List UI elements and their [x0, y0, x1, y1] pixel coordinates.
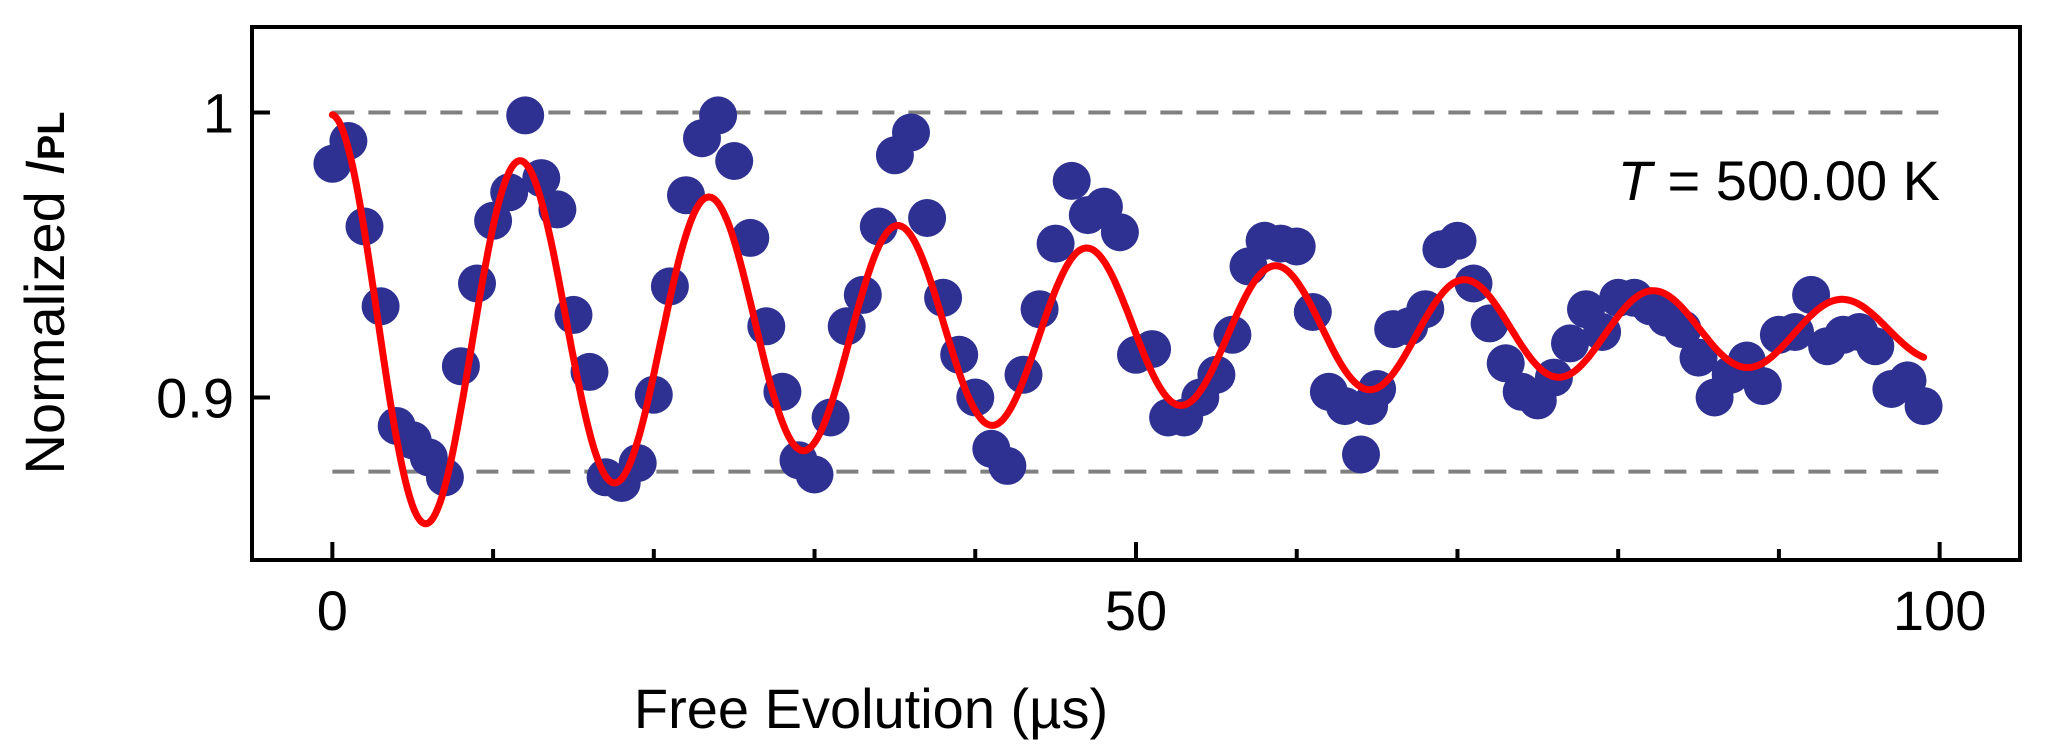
data-point [908, 199, 947, 237]
data-point [892, 113, 930, 152]
fit-layer [328, 111, 1928, 528]
data-point [988, 446, 1027, 485]
data-point [1904, 387, 1943, 426]
temperature-annotation: T = 500.00 K [1618, 149, 1940, 212]
data-point [1679, 338, 1718, 377]
data-point [715, 142, 754, 180]
data-point [1438, 221, 1477, 260]
data-point [795, 455, 834, 494]
data-point [1743, 367, 1782, 406]
data-point [1486, 344, 1525, 383]
data-point [1277, 227, 1316, 266]
data-point [1052, 161, 1091, 200]
x-tick-label: 0 [317, 579, 348, 642]
data-point [1856, 327, 1895, 366]
data-point [1342, 435, 1380, 474]
data-point [731, 218, 770, 257]
data-points [313, 96, 1943, 502]
data-point [1350, 387, 1389, 426]
data-point [1551, 324, 1589, 363]
data-point [1100, 213, 1139, 252]
fit-curve [328, 111, 1928, 528]
y-tick-label: 1 [203, 82, 234, 145]
axis-ticks: 0 50 100 0.9 1 [156, 82, 1986, 642]
data-point [441, 347, 480, 386]
data-point [1036, 224, 1075, 263]
data-point [699, 96, 738, 135]
x-tick-label: 50 [1105, 579, 1167, 642]
data-point [506, 96, 545, 135]
y-axis-label: Normalized IPL [13, 112, 76, 475]
y-tick-label: 0.9 [156, 367, 234, 430]
x-axis-label: Free Evolution (µs) [634, 677, 1108, 740]
x-tick-label: 100 [1893, 579, 1986, 642]
